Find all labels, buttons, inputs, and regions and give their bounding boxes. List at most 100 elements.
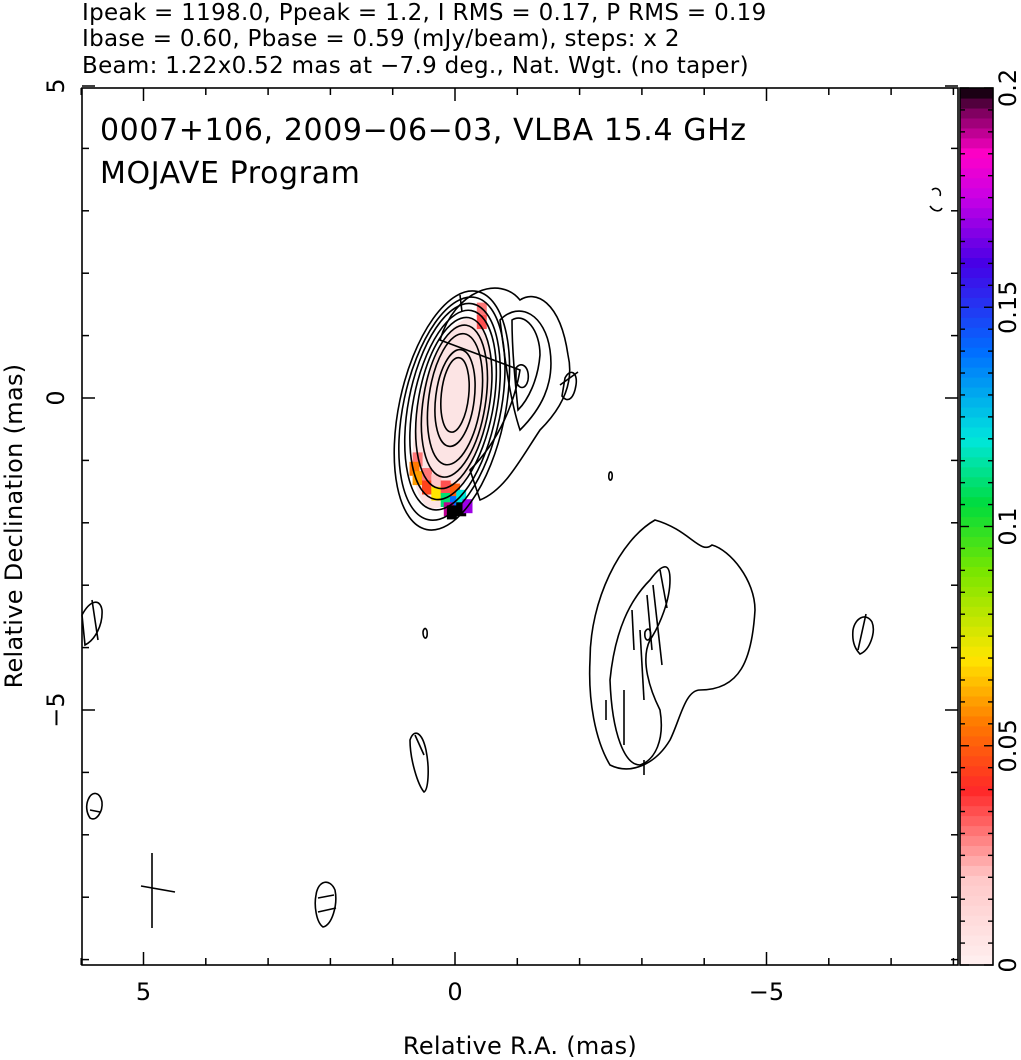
colorbar-cell bbox=[960, 725, 993, 737]
colorbar-cell bbox=[960, 297, 993, 308]
colorbar-cell bbox=[960, 636, 993, 647]
colorbar-cell bbox=[960, 805, 993, 817]
colorbar-cell bbox=[960, 177, 993, 189]
colorbar-cell bbox=[960, 815, 993, 827]
colorbar-cell bbox=[960, 137, 993, 149]
plot-title-program: MOJAVE Program bbox=[100, 156, 360, 191]
polarization-pixels bbox=[409, 302, 491, 520]
extended-contour bbox=[851, 616, 875, 655]
polarization-pixel bbox=[431, 486, 442, 501]
colorbar-cell bbox=[960, 875, 993, 886]
header-beam-line: Beam: 1.22x0.52 mas at −7.9 deg., Nat. W… bbox=[82, 53, 749, 79]
colorbar-cell bbox=[960, 546, 993, 557]
polarization-vector bbox=[639, 629, 645, 701]
colorbar-cell bbox=[960, 795, 993, 807]
colorbar-cell bbox=[960, 705, 993, 717]
polarization-pixel bbox=[440, 493, 451, 507]
colorbar-cell bbox=[960, 476, 993, 488]
colorbar-cell bbox=[960, 416, 993, 428]
colorbar-cell bbox=[960, 337, 993, 348]
colorbar-cell bbox=[960, 745, 993, 757]
extended-contour bbox=[644, 628, 652, 641]
colorbar-tick-label: 0.15 bbox=[994, 281, 1021, 334]
colorbar-cell bbox=[960, 426, 993, 438]
core-contour bbox=[414, 316, 493, 490]
extended-contour bbox=[609, 566, 671, 766]
colorbar-cell bbox=[960, 616, 993, 627]
colorbar-cell bbox=[960, 317, 993, 328]
colorbar: 0 0.05 0.1 0.15 0.2 bbox=[959, 69, 1021, 973]
polarization-vector bbox=[317, 907, 337, 913]
extended-contour bbox=[588, 519, 756, 770]
colorbar-cell bbox=[960, 386, 993, 398]
colorbar-cell bbox=[960, 496, 993, 508]
polarization-vector bbox=[631, 609, 635, 651]
colorbar-cell bbox=[960, 367, 993, 378]
extended-contour bbox=[511, 317, 541, 412]
colorbar-cell bbox=[960, 167, 993, 179]
colorbar-cell bbox=[960, 127, 993, 139]
colorbar-cell bbox=[960, 227, 993, 239]
extended-contour bbox=[439, 287, 571, 502]
colorbar-cell bbox=[960, 207, 993, 219]
colorbar-cell bbox=[960, 377, 993, 388]
colorbar-cell bbox=[960, 456, 993, 468]
colorbar-cell bbox=[960, 765, 993, 777]
extended-contour bbox=[499, 310, 552, 432]
colorbar-cell bbox=[960, 905, 993, 916]
core-contour bbox=[434, 348, 476, 448]
colorbar-cell bbox=[960, 626, 993, 637]
total-intensity-contours bbox=[81, 187, 943, 928]
polarization-vectors bbox=[89, 294, 867, 928]
polarization-vector bbox=[652, 584, 663, 666]
polarization-vector bbox=[857, 613, 867, 651]
colorbar-cell bbox=[960, 865, 993, 876]
colorbar-cell bbox=[960, 845, 993, 856]
x-tick-label: 5 bbox=[136, 978, 151, 1006]
colorbar-cell bbox=[960, 147, 993, 159]
colorbar-cell bbox=[960, 576, 993, 587]
colorbar-cell bbox=[960, 825, 993, 837]
colorbar-cell bbox=[960, 287, 993, 298]
colorbar-tick-label: 0.1 bbox=[994, 507, 1021, 545]
polarization-pixel bbox=[431, 474, 442, 489]
colorbar-cell bbox=[960, 466, 993, 478]
colorbar-cell bbox=[960, 526, 993, 538]
colorbar-cell bbox=[960, 675, 993, 687]
colorbar-cell bbox=[960, 267, 993, 278]
core-contour bbox=[398, 296, 506, 521]
colorbar-tick-label: 0 bbox=[994, 957, 1021, 972]
colorbar-cell bbox=[960, 327, 993, 338]
colorbar-cell bbox=[960, 895, 993, 906]
plot-area: 5 0 −5 5 0 −5 0007+106, 2009−06−03, VLBA 15.4… bbox=[42, 78, 959, 1006]
polarization-vector bbox=[414, 734, 425, 756]
plot-frame bbox=[81, 87, 959, 966]
colorbar-cell bbox=[960, 835, 993, 847]
colorbar-cell bbox=[960, 925, 993, 936]
colorbar-cell bbox=[960, 945, 993, 956]
polarization-pixel bbox=[450, 496, 460, 511]
extended-contour bbox=[409, 732, 429, 793]
colorbar-cell bbox=[960, 446, 993, 458]
core-contour bbox=[403, 302, 502, 511]
colorbar-cell bbox=[960, 715, 993, 727]
polarization-pixel bbox=[422, 480, 432, 495]
extended-contour bbox=[608, 471, 613, 481]
polarization-vector bbox=[459, 294, 463, 313]
colorbar-cell bbox=[960, 197, 993, 209]
extended-contour bbox=[561, 371, 578, 401]
colorbar-cell bbox=[960, 357, 993, 368]
colorbar-cell bbox=[960, 307, 993, 318]
core-contour bbox=[409, 309, 498, 501]
polarization-pixel bbox=[450, 483, 460, 498]
colorbar-cell bbox=[960, 566, 993, 577]
polarization-pixel bbox=[409, 461, 420, 476]
colorbar-cell bbox=[960, 596, 993, 607]
colorbar-cell bbox=[960, 606, 993, 617]
polarization-pixel bbox=[412, 452, 423, 467]
polarization-vector bbox=[89, 809, 101, 813]
colorbar-cell bbox=[960, 536, 993, 548]
colorbar-cell bbox=[960, 396, 993, 408]
